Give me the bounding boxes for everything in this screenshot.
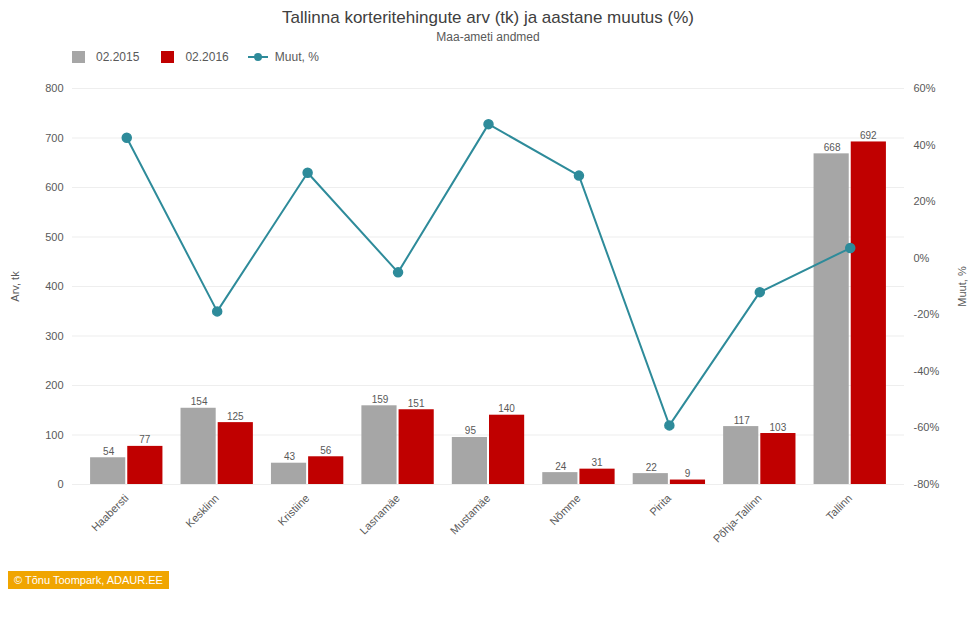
svg-text:Kesklinn: Kesklinn [183,492,221,530]
svg-text:95: 95 [465,425,477,436]
svg-text:56: 56 [320,445,332,456]
svg-text:117: 117 [734,415,750,426]
svg-text:-60%: -60% [914,421,940,433]
svg-text:125: 125 [227,411,244,422]
svg-text:0: 0 [57,478,63,490]
svg-text:400: 400 [45,280,63,292]
svg-text:0%: 0% [914,252,930,264]
svg-text:9: 9 [685,468,691,479]
svg-text:20%: 20% [914,195,936,207]
svg-text:103: 103 [770,422,787,433]
svg-text:60%: 60% [914,82,936,94]
svg-text:Mustamäe: Mustamäe [448,492,493,537]
svg-text:600: 600 [45,181,63,193]
svg-text:100: 100 [45,429,63,441]
svg-text:692: 692 [860,130,877,141]
svg-text:800: 800 [45,82,63,94]
svg-text:Põhja-Tallinn: Põhja-Tallinn [711,492,764,545]
html-text:Muut, %: Muut, % [274,50,319,64]
html-text:Maa-ameti andmed: Maa-ameti andmed [436,30,540,44]
svg-text:54: 54 [103,446,115,457]
svg-text:-80%: -80% [914,478,940,490]
html-text:Tallinna korteritehingute arv: Tallinna korteritehingute arv (tk) ja aa… [282,8,694,27]
svg-text:700: 700 [45,132,63,144]
svg-text:159: 159 [372,394,389,405]
svg-text:151: 151 [408,398,425,409]
html-text:02.2015: 02.2015 [96,50,140,64]
html-text:© Tõnu Toompark, ADAUR.EE: © Tõnu Toompark, ADAUR.EE [14,574,163,586]
svg-text:22: 22 [646,462,658,473]
html-text:02.2016: 02.2016 [185,50,229,64]
svg-text:Nõmme: Nõmme [547,492,583,528]
svg-text:77: 77 [139,434,151,445]
svg-text:Kristiine: Kristiine [275,492,311,528]
svg-text:40%: 40% [914,139,936,151]
svg-text:500: 500 [45,231,63,243]
svg-text:-40%: -40% [914,365,940,377]
svg-text:668: 668 [824,142,841,153]
svg-text:Arv, tk: Arv, tk [9,271,21,302]
svg-text:140: 140 [498,403,515,414]
svg-text:43: 43 [284,451,296,462]
svg-text:Lasnamäe: Lasnamäe [357,492,402,537]
svg-text:Pirita: Pirita [647,491,674,518]
svg-text:Tallinn: Tallinn [824,492,855,523]
svg-text:154: 154 [191,396,208,407]
svg-text:Haabersti: Haabersti [89,492,131,534]
svg-text:Muut, %: Muut, % [956,266,968,307]
svg-text:200: 200 [45,379,63,391]
svg-text:24: 24 [555,461,567,472]
svg-text:31: 31 [591,457,603,468]
svg-text:300: 300 [45,330,63,342]
svg-text:-20%: -20% [914,308,940,320]
